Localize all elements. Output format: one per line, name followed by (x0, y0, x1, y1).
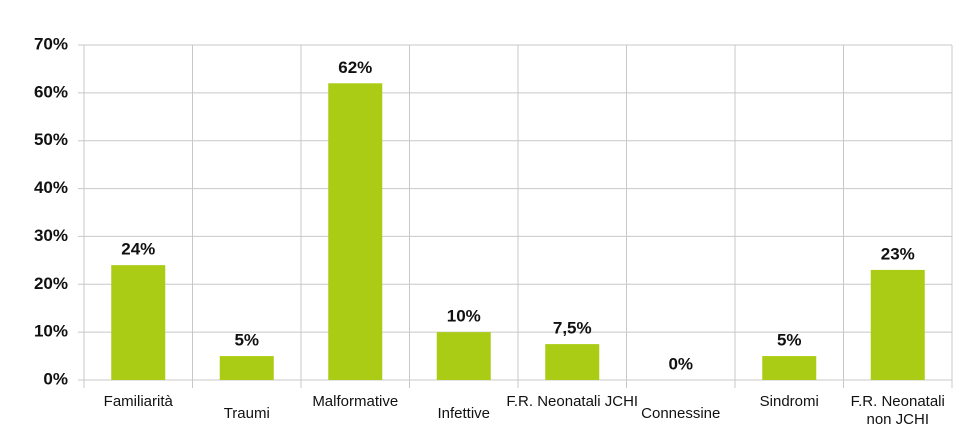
bar (545, 344, 600, 380)
value-label: 5% (234, 331, 259, 350)
y-tick-label: 60% (34, 82, 68, 101)
y-tick-label: 10% (34, 322, 68, 341)
value-label: 23% (881, 244, 915, 263)
value-label: 0% (668, 354, 693, 373)
x-tick-label: Infettive (437, 405, 491, 422)
x-tick-label: F.R. Neonatali JCHI (506, 393, 639, 410)
value-label: 10% (447, 307, 481, 326)
x-tick-label: Malformative (312, 393, 399, 410)
y-tick-label: 0% (43, 369, 68, 388)
x-tick-label: Connessine (641, 405, 721, 422)
x-tick-label: Sindromi (759, 393, 819, 410)
bar (219, 356, 274, 380)
bar (870, 269, 925, 380)
y-tick-label: 70% (34, 34, 68, 53)
value-label: 24% (121, 240, 155, 259)
bar (762, 356, 817, 380)
value-label: 7,5% (553, 319, 592, 338)
y-tick-label: 30% (34, 226, 68, 245)
bar (328, 83, 383, 381)
x-tick-label: Familiarità (103, 393, 173, 410)
value-label: 5% (777, 331, 802, 350)
y-tick-label: 40% (34, 178, 68, 197)
y-tick-label: 20% (34, 274, 68, 293)
value-label: 62% (338, 58, 372, 77)
bar (111, 265, 166, 380)
x-tick-label: F.R. Neonatali non JCHI (850, 393, 945, 428)
y-tick-label: 50% (34, 130, 68, 149)
bar (436, 332, 491, 380)
x-tick-label: Traumi (223, 405, 270, 422)
